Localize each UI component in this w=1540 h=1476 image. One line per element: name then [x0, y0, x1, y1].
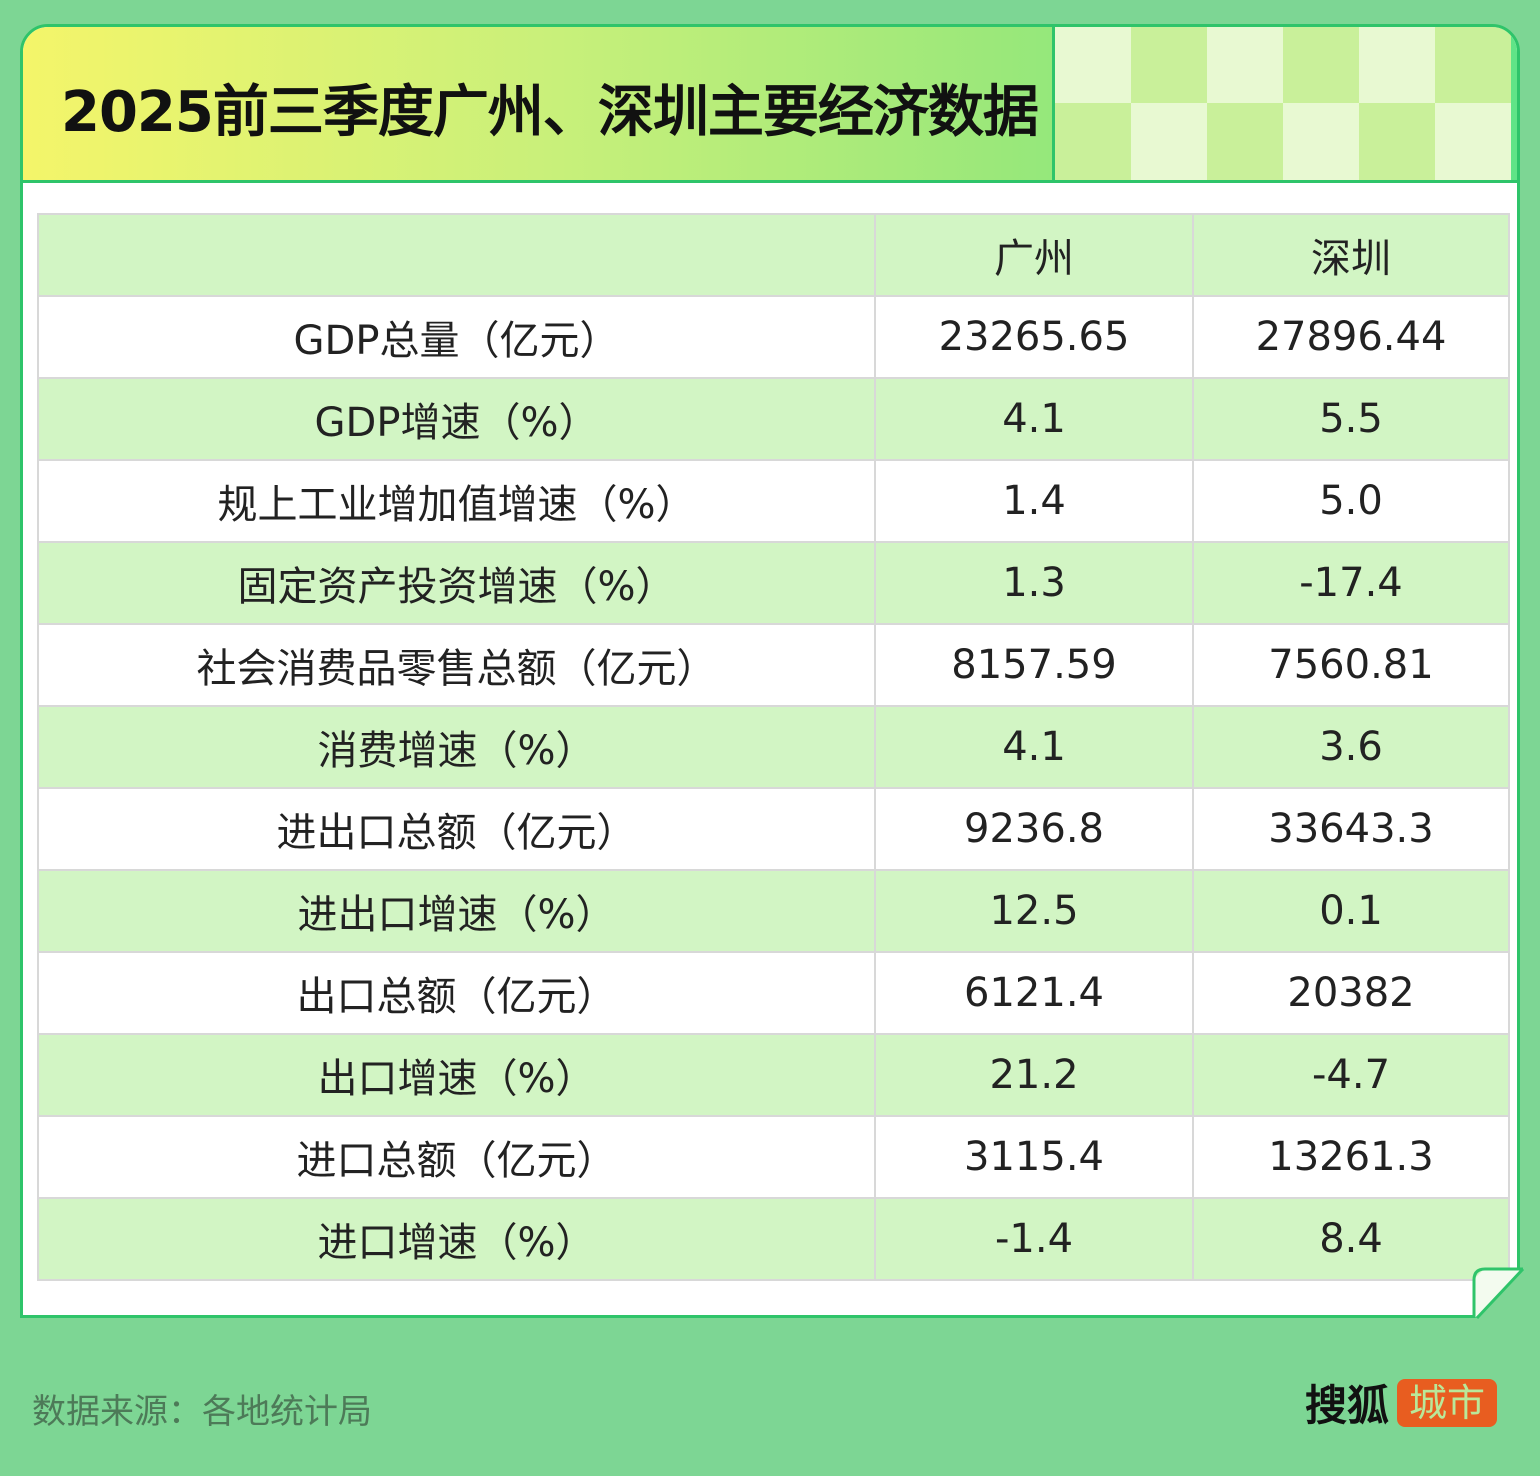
- table-row: GDP增速（%） 4.1 5.5: [37, 377, 1510, 461]
- cell-value: 5.5: [1192, 377, 1510, 461]
- page-fold-line: [1472, 1267, 1525, 1320]
- cell-value: -4.7: [1192, 1033, 1510, 1117]
- table-row: 进口增速（%） -1.4 8.4: [37, 1197, 1510, 1281]
- row-label: 进口总额（亿元）: [37, 1115, 876, 1199]
- cell-value: 8157.59: [874, 623, 1194, 707]
- row-label: 出口增速（%）: [37, 1033, 876, 1117]
- cell-value: 3.6: [1192, 705, 1510, 789]
- cell-value: 13261.3: [1192, 1115, 1510, 1199]
- row-label: 规上工业增加值增速（%）: [37, 459, 876, 543]
- cell-value: -17.4: [1192, 541, 1510, 625]
- logo-main: 搜狐: [1305, 1381, 1390, 1430]
- row-label: 固定资产投资增速（%）: [37, 541, 876, 625]
- table-row: 规上工业增加值增速（%） 1.4 5.0: [37, 459, 1510, 543]
- cell-value: 6121.4: [874, 951, 1194, 1035]
- checker-decoration: [1052, 27, 1517, 180]
- cell-value: 4.1: [874, 705, 1194, 789]
- row-label: GDP增速（%）: [37, 377, 876, 461]
- cell-value: 8.4: [1192, 1197, 1510, 1281]
- cell-value: 7560.81: [1192, 623, 1510, 707]
- row-label: 消费增速（%）: [37, 705, 876, 789]
- cell-value: 23265.65: [874, 295, 1194, 379]
- data-card: 2025前三季度广州、深圳主要经济数据 广州 深圳 GDP总量（亿元） 23265.6…: [20, 24, 1520, 1318]
- cell-value: 4.1: [874, 377, 1194, 461]
- table-row: 进口总额（亿元） 3115.4 13261.3: [37, 1115, 1510, 1199]
- column-header: [37, 213, 876, 297]
- economic-data-table: 广州 深圳 GDP总量（亿元） 23265.65 27896.44 GDP增速（%） 4.1…: [37, 213, 1510, 1281]
- page-title: 2025前三季度广州、深圳主要经济数据: [61, 80, 1039, 145]
- row-label: 进口增速（%）: [37, 1197, 876, 1281]
- row-label: 社会消费品零售总额（亿元）: [37, 623, 876, 707]
- table-row: 出口增速（%） 21.2 -4.7: [37, 1033, 1510, 1117]
- cell-value: 21.2: [874, 1033, 1194, 1117]
- sohu-city-logo: 搜狐 城市: [1305, 1372, 1498, 1433]
- cell-value: 9236.8: [874, 787, 1194, 871]
- cell-value: 3115.4: [874, 1115, 1194, 1199]
- cell-value: -1.4: [874, 1197, 1194, 1281]
- cell-value: 1.4: [874, 459, 1194, 543]
- table-row: GDP总量（亿元） 23265.65 27896.44: [37, 295, 1510, 379]
- header-banner: 2025前三季度广州、深圳主要经济数据: [23, 27, 1517, 183]
- table-row: 进出口总额（亿元） 9236.8 33643.3: [37, 787, 1510, 871]
- cell-value: 12.5: [874, 869, 1194, 953]
- table-row: 进出口增速（%） 12.5 0.1: [37, 869, 1510, 953]
- data-source: 数据来源：各地统计局: [32, 1392, 372, 1432]
- table-row: 消费增速（%） 4.1 3.6: [37, 705, 1510, 789]
- logo-tag: 城市: [1397, 1378, 1498, 1427]
- table-row: 固定资产投资增速（%） 1.3 -17.4: [37, 541, 1510, 625]
- table-row: 社会消费品零售总额（亿元） 8157.59 7560.81: [37, 623, 1510, 707]
- row-label: 进出口总额（亿元）: [37, 787, 876, 871]
- header-row: 广州 深圳: [37, 213, 1510, 297]
- cell-value: 27896.44: [1192, 295, 1510, 379]
- row-label: GDP总量（亿元）: [37, 295, 876, 379]
- cell-value: 0.1: [1192, 869, 1510, 953]
- column-header: 深圳: [1192, 213, 1510, 297]
- cell-value: 5.0: [1192, 459, 1510, 543]
- row-label: 出口总额（亿元）: [37, 951, 876, 1035]
- column-header: 广州: [874, 213, 1194, 297]
- cell-value: 33643.3: [1192, 787, 1510, 871]
- row-label: 进出口增速（%）: [37, 869, 876, 953]
- table-row: 出口总额（亿元） 6121.4 20382: [37, 951, 1510, 1035]
- cell-value: 20382: [1192, 951, 1510, 1035]
- cell-value: 1.3: [874, 541, 1194, 625]
